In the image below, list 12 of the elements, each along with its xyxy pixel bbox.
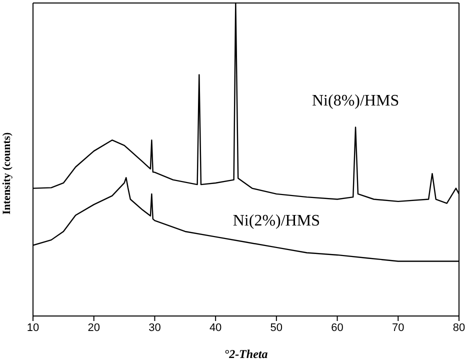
x-tick-label: 80 — [452, 322, 466, 334]
x-tick-label: 10 — [26, 322, 40, 334]
series-label: Ni(8%)/HMS — [312, 92, 400, 110]
x-tick-label: 70 — [392, 322, 404, 334]
x-tick-label: 40 — [209, 322, 222, 334]
y-axis-title: Intensity (counts) — [0, 132, 13, 214]
x-tick-label: 60 — [331, 322, 344, 334]
series-label: Ni(2%)/HMS — [232, 212, 320, 230]
x-tick-label: 30 — [148, 322, 161, 334]
x-tick-label: 50 — [270, 322, 283, 334]
x-axis-title: °2-Theta — [224, 347, 268, 361]
x-tick-label: 20 — [88, 322, 100, 334]
